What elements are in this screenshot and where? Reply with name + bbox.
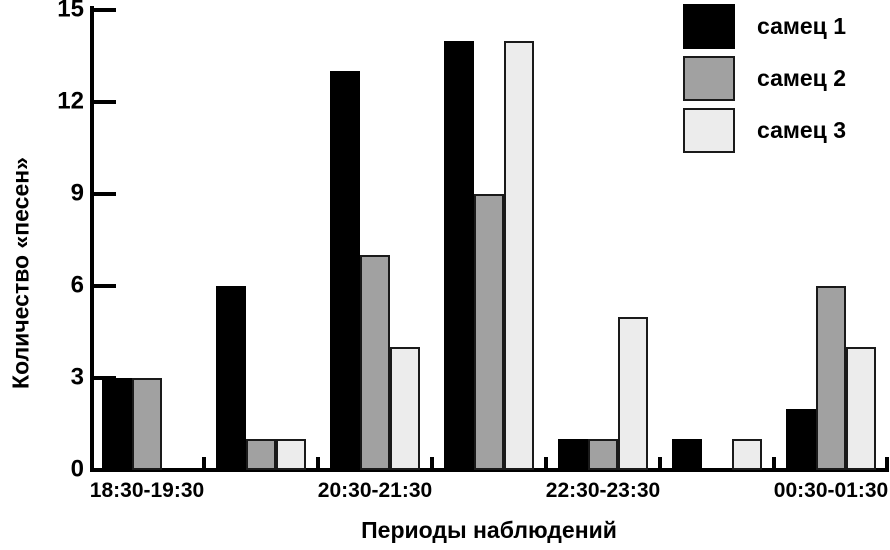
x-axis-line <box>90 468 889 472</box>
bar-самец-1-group-2 <box>216 286 246 470</box>
bar-самец-3-group-3 <box>390 347 420 470</box>
legend: самец 1 самец 2 самец 3 <box>683 4 846 160</box>
y-tick-label: 3 <box>70 363 84 391</box>
x-tick-mark <box>316 457 320 470</box>
legend-label-3: самец 3 <box>757 117 846 143</box>
bar-самец-2-group-3 <box>360 255 390 470</box>
y-tick-mark <box>94 284 116 288</box>
bar-самец-3-group-6 <box>732 439 762 470</box>
x-tick-mark <box>885 457 889 470</box>
legend-row-3: самец 3 <box>683 108 846 153</box>
legend-row-2: самец 2 <box>683 56 846 101</box>
bar-самец-1-group-7 <box>786 408 816 470</box>
bar-самец-1-group-6 <box>672 439 702 470</box>
bar-самец-2-group-1 <box>132 378 162 470</box>
x-category-label: 22:30-23:30 <box>545 479 661 502</box>
bar-самец-1-group-5 <box>558 439 588 470</box>
x-axis-title: Периоды наблюдений <box>361 517 617 543</box>
bar-самец-3-group-7 <box>846 347 876 470</box>
legend-row-1: самец 1 <box>683 4 846 49</box>
y-axis-title: Количество «песен» <box>7 157 34 389</box>
legend-swatch-3 <box>683 108 735 153</box>
bar-самец-3-group-5 <box>618 316 648 470</box>
bar-самец-3-group-2 <box>276 439 306 470</box>
legend-swatch-1 <box>683 4 735 49</box>
x-tick-mark <box>430 457 434 470</box>
legend-label-1: самец 1 <box>757 13 846 39</box>
y-tick-label: 9 <box>70 179 84 207</box>
y-tick-label: 15 <box>57 0 84 23</box>
x-tick-mark <box>202 457 206 470</box>
x-tick-mark <box>772 457 776 470</box>
bar-самец-1-group-1 <box>102 378 132 470</box>
bar-самец-1-group-4 <box>444 40 474 470</box>
x-tick-mark <box>658 457 662 470</box>
y-tick-mark <box>94 192 116 196</box>
bar-самец-1-group-3 <box>330 71 360 470</box>
legend-swatch-2 <box>683 56 735 101</box>
x-category-label: 20:30-21:30 <box>317 479 433 502</box>
bar-самец-2-group-2 <box>246 439 276 470</box>
x-category-label: 18:30-19:30 <box>89 479 205 502</box>
y-tick-mark <box>94 100 116 104</box>
bar-самец-2-group-4 <box>474 194 504 470</box>
y-tick-label: 12 <box>57 87 84 115</box>
bar-самец-3-group-4 <box>504 40 534 470</box>
y-axis-line <box>90 6 94 472</box>
legend-label-2: самец 2 <box>757 65 846 91</box>
y-tick-label: 0 <box>70 455 84 483</box>
bar-самец-2-group-7 <box>816 286 846 470</box>
x-tick-mark <box>544 457 548 470</box>
y-tick-mark <box>94 8 116 12</box>
y-tick-label: 6 <box>70 271 84 299</box>
x-category-label: 00:30-01:30 <box>773 479 889 502</box>
bar-самец-2-group-5 <box>588 439 618 470</box>
